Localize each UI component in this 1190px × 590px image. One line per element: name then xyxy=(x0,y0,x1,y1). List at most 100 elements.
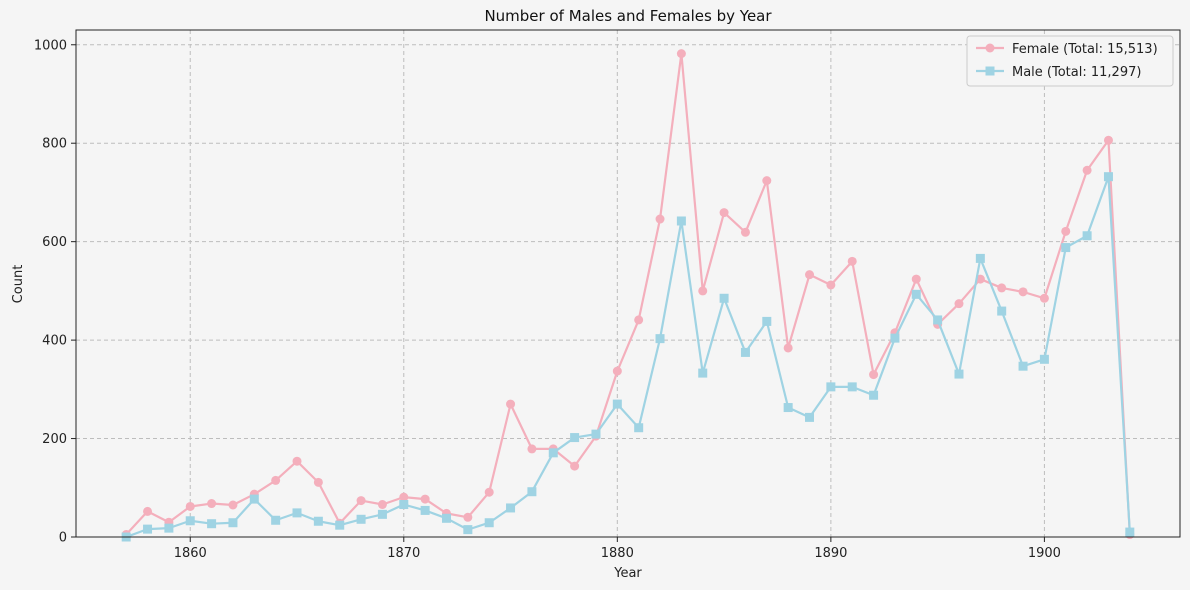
data-point-female xyxy=(570,461,580,471)
data-point-female xyxy=(207,499,217,509)
data-point-male xyxy=(805,412,815,422)
data-point-female xyxy=(1039,293,1049,303)
x-axis: 1860 1870 1880 1890 1900 xyxy=(174,537,1061,561)
data-point-male xyxy=(762,316,772,326)
data-point-female xyxy=(740,227,750,237)
data-point-male xyxy=(506,503,516,513)
data-point-female xyxy=(975,274,985,284)
data-point-male xyxy=(1039,354,1049,364)
y-tick-label: 400 xyxy=(42,334,67,349)
data-point-female xyxy=(612,366,622,376)
legend-marker-female xyxy=(985,43,995,53)
data-point-male xyxy=(1018,361,1028,371)
data-point-male xyxy=(655,334,665,344)
data-point-male xyxy=(1082,231,1092,241)
data-point-male xyxy=(228,518,238,528)
legend-box xyxy=(966,35,1174,87)
y-tick-label: 600 xyxy=(42,235,67,250)
y-tick-label: 1000 xyxy=(34,38,67,53)
data-point-female xyxy=(954,299,964,309)
data-point-male xyxy=(185,516,195,526)
data-point-male xyxy=(698,368,708,378)
data-point-female xyxy=(826,280,836,290)
data-point-female xyxy=(185,501,195,511)
data-point-male xyxy=(570,433,580,443)
data-point-female xyxy=(762,176,772,186)
data-point-female xyxy=(484,487,494,497)
data-point-male xyxy=(933,315,943,325)
y-tick-label: 0 xyxy=(59,531,67,546)
data-point-female xyxy=(463,512,473,522)
data-point-female xyxy=(655,214,665,224)
data-point-female xyxy=(911,274,921,284)
data-point-male xyxy=(1125,527,1135,537)
data-point-male xyxy=(997,306,1007,316)
data-point-male xyxy=(911,289,921,299)
data-point-male xyxy=(740,347,750,357)
data-point-female xyxy=(506,399,516,409)
y-axis: 0 200 400 600 800 1000 xyxy=(34,38,76,546)
data-point-male xyxy=(164,523,174,533)
data-point-male xyxy=(719,293,729,303)
data-point-female xyxy=(1061,226,1071,236)
data-point-male xyxy=(527,487,537,497)
data-point-female xyxy=(271,475,281,485)
legend-label-female: Female (Total: 15,513) xyxy=(1012,42,1158,57)
data-point-male xyxy=(463,525,473,535)
x-tick-label: 1880 xyxy=(601,546,634,561)
data-point-female xyxy=(313,477,323,487)
data-point-male xyxy=(249,494,259,504)
data-point-female xyxy=(228,500,238,510)
data-point-male xyxy=(634,423,644,433)
data-point-female xyxy=(420,494,430,504)
data-point-female xyxy=(1018,287,1028,297)
data-point-male xyxy=(612,399,622,409)
data-point-male xyxy=(890,333,900,343)
data-point-male xyxy=(271,515,281,525)
x-tick-label: 1860 xyxy=(174,546,207,561)
y-tick-label: 200 xyxy=(42,432,67,447)
data-point-male xyxy=(954,369,964,379)
data-point-male xyxy=(399,500,409,510)
data-point-male xyxy=(975,253,985,263)
data-point-male xyxy=(335,520,345,530)
plot-area xyxy=(76,30,1180,537)
data-point-female xyxy=(292,456,302,466)
legend: Female (Total: 15,513) Male (Total: 11,2… xyxy=(966,35,1174,87)
x-tick-label: 1870 xyxy=(387,546,420,561)
data-point-male xyxy=(1103,172,1113,182)
data-point-female xyxy=(869,370,879,380)
x-tick-label: 1890 xyxy=(814,546,847,561)
data-point-female xyxy=(997,283,1007,293)
data-point-male xyxy=(591,429,601,439)
data-point-female xyxy=(399,492,409,502)
data-point-female xyxy=(143,506,153,516)
data-point-female xyxy=(634,315,644,325)
plot-frame xyxy=(75,29,1181,538)
data-point-female xyxy=(719,208,729,218)
data-point-male xyxy=(143,524,153,534)
legend-label-male: Male (Total: 11,297) xyxy=(1012,65,1141,80)
data-point-female xyxy=(847,256,857,266)
data-point-female xyxy=(527,444,537,454)
data-point-male xyxy=(847,382,857,392)
y-axis-label: Count xyxy=(11,265,26,304)
data-point-male xyxy=(420,505,430,515)
data-point-female xyxy=(698,286,708,296)
data-point-female xyxy=(356,496,366,506)
data-point-male xyxy=(484,518,494,528)
data-point-male xyxy=(826,382,836,392)
y-tick-label: 800 xyxy=(42,137,67,152)
data-point-male xyxy=(676,216,686,226)
data-point-male xyxy=(441,513,451,523)
data-point-male xyxy=(292,508,302,518)
data-point-male xyxy=(356,514,366,524)
x-tick-label: 1900 xyxy=(1028,546,1061,561)
x-axis-label: Year xyxy=(613,566,642,581)
data-point-female xyxy=(377,500,387,510)
data-point-female xyxy=(676,49,686,59)
legend-marker-male xyxy=(985,66,995,76)
data-point-male xyxy=(783,403,793,413)
